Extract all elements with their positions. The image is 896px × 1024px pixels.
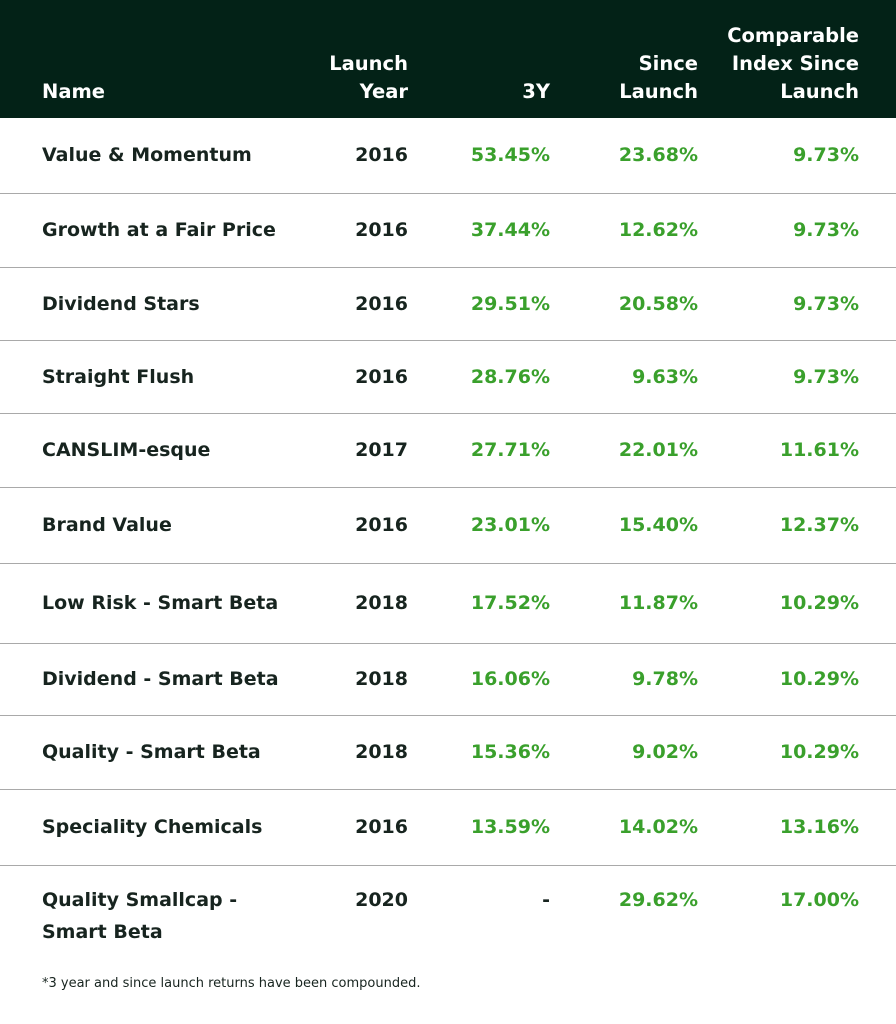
table-row: Growth at a Fair Price 2016 37.44% 12.62…	[0, 193, 896, 268]
row-comparable-index-return: 13.16%	[698, 789, 896, 866]
row-name: Speciality Chemicals	[0, 789, 290, 866]
table-row: Low Risk - Smart Beta 2018 17.52% 11.87%…	[0, 563, 896, 644]
row-name-line2: Smart Beta	[42, 920, 163, 943]
table-row: Quality - Smart Beta 2018 15.36% 9.02% 1…	[0, 715, 896, 790]
row-3y-return: -	[542, 888, 550, 911]
row-comparable-index-return: 10.29%	[698, 715, 896, 790]
row-launch-year: 2018	[290, 563, 408, 644]
column-header-launch-year: Launch Year	[290, 0, 408, 118]
row-name: Growth at a Fair Price	[0, 193, 290, 268]
row-name: Brand Value	[0, 487, 290, 564]
row-launch-year: 2018	[290, 715, 408, 790]
row-comparable-index-return: 12.37%	[698, 487, 896, 564]
row-name: Low Risk - Smart Beta	[0, 563, 290, 644]
table-row: Quality Smallcap - Smart Beta 2020 - 29.…	[0, 865, 896, 965]
row-launch-year: 2016	[290, 789, 408, 866]
table-row: Straight Flush 2016 28.76% 9.63% 9.73%	[0, 340, 896, 414]
row-since-launch-return: 22.01%	[550, 413, 698, 488]
row-since-launch-return: 14.02%	[550, 789, 698, 866]
row-launch-year: 2017	[290, 413, 408, 488]
row-name: Straight Flush	[0, 340, 290, 414]
row-launch-year: 2016	[290, 487, 408, 564]
row-since-launch-return: 23.68%	[550, 118, 698, 194]
column-header-comparable-line3: Launch	[780, 80, 859, 103]
row-3y-return: 15.36%	[408, 715, 550, 790]
row-3y-return: 27.71%	[408, 413, 550, 488]
row-3y-return: 17.52%	[408, 563, 550, 644]
row-comparable-index-return: 9.73%	[698, 267, 896, 341]
row-name: Value & Momentum	[0, 118, 290, 194]
row-name: Quality - Smart Beta	[0, 715, 290, 790]
row-since-launch-return: 29.62%	[618, 888, 698, 911]
row-name: Quality Smallcap - Smart Beta	[0, 865, 290, 965]
row-3y-return: 29.51%	[408, 267, 550, 341]
table-row: Value & Momentum 2016 53.45% 23.68% 9.73…	[0, 118, 896, 194]
row-3y-return: 53.45%	[408, 118, 550, 194]
row-since-launch-return: 11.87%	[550, 563, 698, 644]
table-row: CANSLIM-esque 2017 27.71% 22.01% 11.61%	[0, 413, 896, 488]
row-comparable-index-return: 10.29%	[698, 643, 896, 716]
column-header-since-launch-line1: Since	[638, 52, 698, 75]
column-header-launch-year-line1: Launch	[329, 52, 408, 75]
row-comparable-index-return: 10.29%	[698, 563, 896, 644]
row-name-line1: Quality Smallcap -	[42, 888, 238, 911]
row-launch-year: 2018	[290, 643, 408, 716]
column-header-comparable-line2: Index Since	[731, 52, 859, 75]
row-name: Dividend - Smart Beta	[0, 643, 290, 716]
row-comparable-index-return: 9.73%	[698, 340, 896, 414]
column-header-name: Name	[0, 0, 290, 118]
row-3y-return: 23.01%	[408, 487, 550, 564]
column-header-comparable-line1: Comparable	[727, 24, 859, 47]
table-row: Brand Value 2016 23.01% 15.40% 12.37%	[0, 487, 896, 564]
row-since-launch-return: 12.62%	[550, 193, 698, 268]
row-comparable-index-return: 9.73%	[698, 118, 896, 194]
table-body: Value & Momentum 2016 53.45% 23.68% 9.73…	[0, 118, 896, 965]
row-launch-year: 2016	[290, 193, 408, 268]
row-launch-year: 2016	[290, 340, 408, 414]
row-3y-return: 16.06%	[408, 643, 550, 716]
column-header-launch-year-line2: Year	[359, 80, 408, 103]
row-3y-return: 37.44%	[408, 193, 550, 268]
row-comparable-index-return: 11.61%	[698, 413, 896, 488]
row-comparable-index-return: 9.73%	[698, 193, 896, 268]
table-header: Name Launch Year 3Y Since Launch Compara…	[0, 0, 896, 118]
row-launch-year: 2020	[355, 888, 408, 911]
column-header-3y: 3Y	[408, 0, 550, 118]
column-header-3y-label: 3Y	[522, 80, 550, 103]
row-3y-return: 13.59%	[408, 789, 550, 866]
footnote: *3 year and since launch returns have be…	[42, 976, 421, 991]
row-since-launch-return: 15.40%	[550, 487, 698, 564]
row-name: Dividend Stars	[0, 267, 290, 341]
row-name: CANSLIM-esque	[0, 413, 290, 488]
row-since-launch-return: 9.63%	[550, 340, 698, 414]
row-3y-return: 28.76%	[408, 340, 550, 414]
row-since-launch-return: 9.78%	[550, 643, 698, 716]
column-header-name-label: Name	[42, 80, 106, 103]
table-row: Speciality Chemicals 2016 13.59% 14.02% …	[0, 789, 896, 866]
row-since-launch-return: 20.58%	[550, 267, 698, 341]
column-header-since-launch: Since Launch	[550, 0, 698, 118]
column-header-comparable-index: Comparable Index Since Launch	[698, 0, 896, 118]
row-launch-year: 2016	[290, 118, 408, 194]
row-comparable-index-return: 17.00%	[779, 888, 859, 911]
row-launch-year: 2016	[290, 267, 408, 341]
returns-table: Name Launch Year 3Y Since Launch Compara…	[0, 0, 896, 965]
column-header-since-launch-line2: Launch	[619, 80, 698, 103]
table-row: Dividend Stars 2016 29.51% 20.58% 9.73%	[0, 267, 896, 341]
row-since-launch-return: 9.02%	[550, 715, 698, 790]
table-row: Dividend - Smart Beta 2018 16.06% 9.78% …	[0, 643, 896, 716]
